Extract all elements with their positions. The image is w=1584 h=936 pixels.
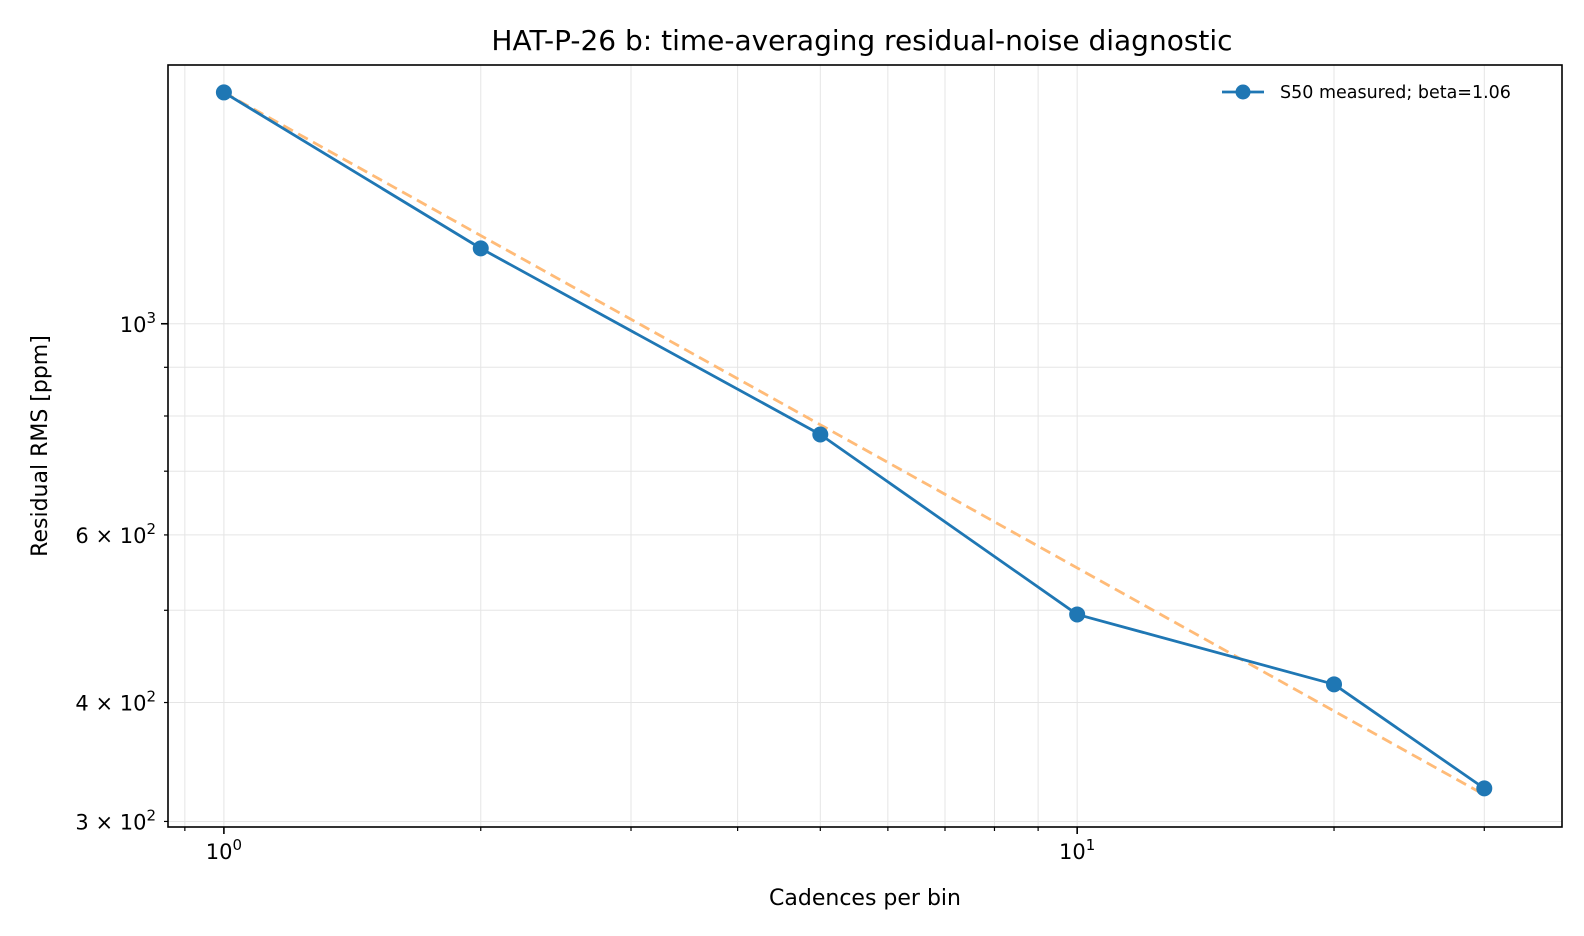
y-tick-label: 3 × 102: [75, 806, 156, 834]
data-point: [215, 84, 232, 101]
data-point: [1069, 606, 1086, 623]
fit-line: [223, 91, 1485, 796]
tick-layer: 100 101 103 3 × 102 4 × 102 6 × 102: [75, 309, 1485, 864]
y-tick-label: 4 × 102: [75, 688, 156, 716]
legend-marker-swatch: [1235, 84, 1251, 100]
grid-layer: [168, 65, 1562, 827]
x-tick-label: 100: [206, 836, 242, 864]
chart-title: HAT-P-26 b: time-averaging residual-nois…: [491, 24, 1232, 57]
legend-entry-label: S50 measured; beta=1.06: [1280, 83, 1511, 103]
data-point: [472, 240, 489, 257]
data-point: [1476, 780, 1493, 797]
x-axis-label: Cadences per bin: [769, 886, 961, 911]
plot-frame: [167, 64, 1563, 828]
x-tick-label: 101: [1059, 836, 1095, 864]
y-tick-label: 103: [120, 309, 156, 337]
series-line: [223, 91, 1486, 790]
y-axis-label: Residual RMS [ppm]: [28, 335, 53, 557]
legend: S50 measured; beta=1.06: [1222, 83, 1511, 103]
data-point: [812, 426, 829, 443]
data-point: [1326, 676, 1343, 693]
fit-layer: [223, 91, 1485, 796]
series-layer: [215, 84, 1493, 797]
y-tick-label: 6 × 102: [75, 520, 156, 548]
